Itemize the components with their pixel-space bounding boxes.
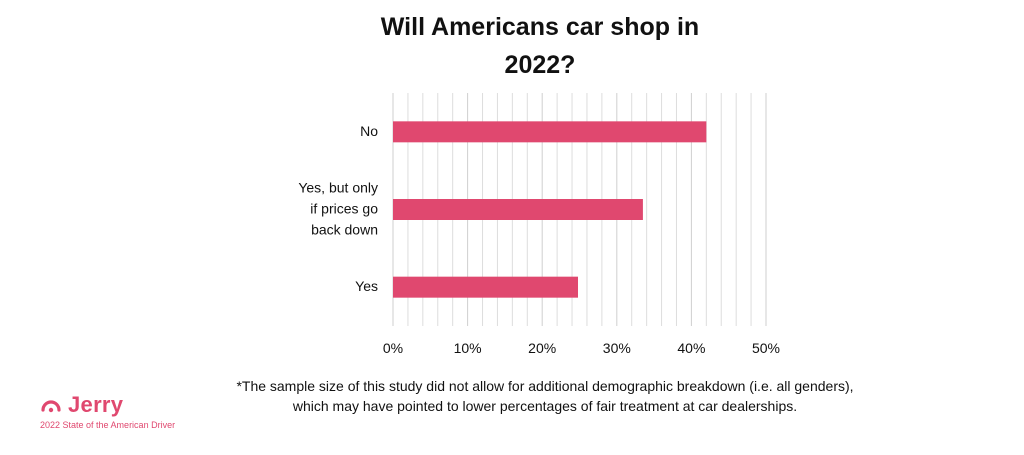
chart-title-line-2: 2022? (504, 51, 576, 79)
brand-name: Jerry (68, 392, 124, 417)
x-axis-tick-labels: 0% 10% 20% 30% 40% 50% (383, 340, 780, 356)
category-label-1: No (360, 123, 378, 139)
brand-logo: Jerry (40, 392, 175, 418)
x-tick-label: 20% (528, 340, 556, 356)
category-label-line: Yes (355, 278, 378, 294)
category-labels: No Yes, but only if prices go back down Yes (298, 123, 378, 294)
footnote-line-2: which may have pointed to lower percenta… (292, 398, 798, 414)
category-label-line: if prices go (310, 200, 378, 216)
category-label-3: Yes (355, 278, 378, 294)
category-label-line: No (360, 123, 378, 139)
bars (393, 121, 707, 298)
x-tick-label: 40% (677, 340, 705, 356)
brand-block: Jerry 2022 State of the American Driver (40, 392, 175, 430)
x-tick-label: 10% (454, 340, 482, 356)
bar-3 (393, 276, 579, 298)
x-tick-label: 50% (752, 340, 780, 356)
bar-2 (393, 199, 643, 220)
chart-title: Will Americans car shop in 2022? (340, 8, 740, 84)
x-tick-label: 0% (383, 340, 403, 356)
category-label-2: Yes, but only if prices go back down (298, 179, 378, 237)
bar-1 (393, 121, 707, 143)
category-label-line: back down (311, 221, 378, 237)
footnote-line-1: *The sample size of this study did not a… (236, 378, 854, 394)
brand-tagline: 2022 State of the American Driver (40, 420, 176, 430)
footnote: *The sample size of this study did not a… (200, 376, 890, 416)
x-tick-label: 30% (603, 340, 631, 356)
jerry-logo-icon (41, 400, 61, 413)
chart-title-line-1: Will Americans car shop in (380, 13, 700, 41)
category-label-line: Yes, but only (298, 179, 378, 195)
